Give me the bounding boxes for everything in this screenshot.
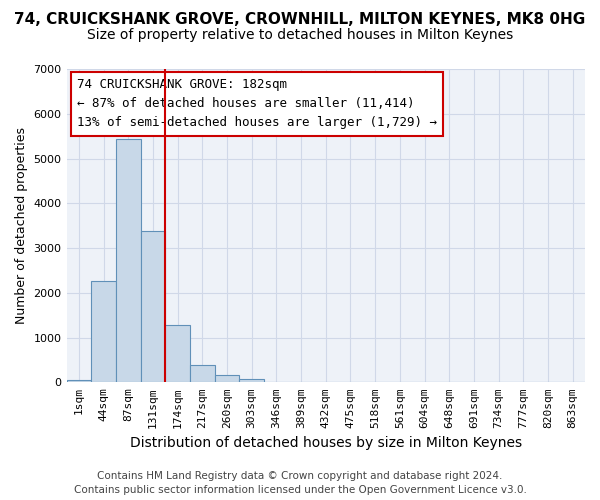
Text: 74 CRUICKSHANK GROVE: 182sqm
← 87% of detached houses are smaller (11,414)
13% o: 74 CRUICKSHANK GROVE: 182sqm ← 87% of de… [77,78,437,130]
Bar [239,379,264,382]
Y-axis label: Number of detached properties: Number of detached properties [15,127,28,324]
Bar [67,380,91,382]
Bar [140,231,165,382]
Text: Contains HM Land Registry data © Crown copyright and database right 2024.
Contai: Contains HM Land Registry data © Crown c… [74,471,526,495]
Text: 74, CRUICKSHANK GROVE, CROWNHILL, MILTON KEYNES, MK8 0HG: 74, CRUICKSHANK GROVE, CROWNHILL, MILTON… [14,12,586,28]
Text: Size of property relative to detached houses in Milton Keynes: Size of property relative to detached ho… [87,28,513,42]
Bar [116,140,140,382]
Bar [190,365,215,382]
Bar [165,326,190,382]
X-axis label: Distribution of detached houses by size in Milton Keynes: Distribution of detached houses by size … [130,436,522,450]
Bar [215,375,239,382]
Bar [91,280,116,382]
